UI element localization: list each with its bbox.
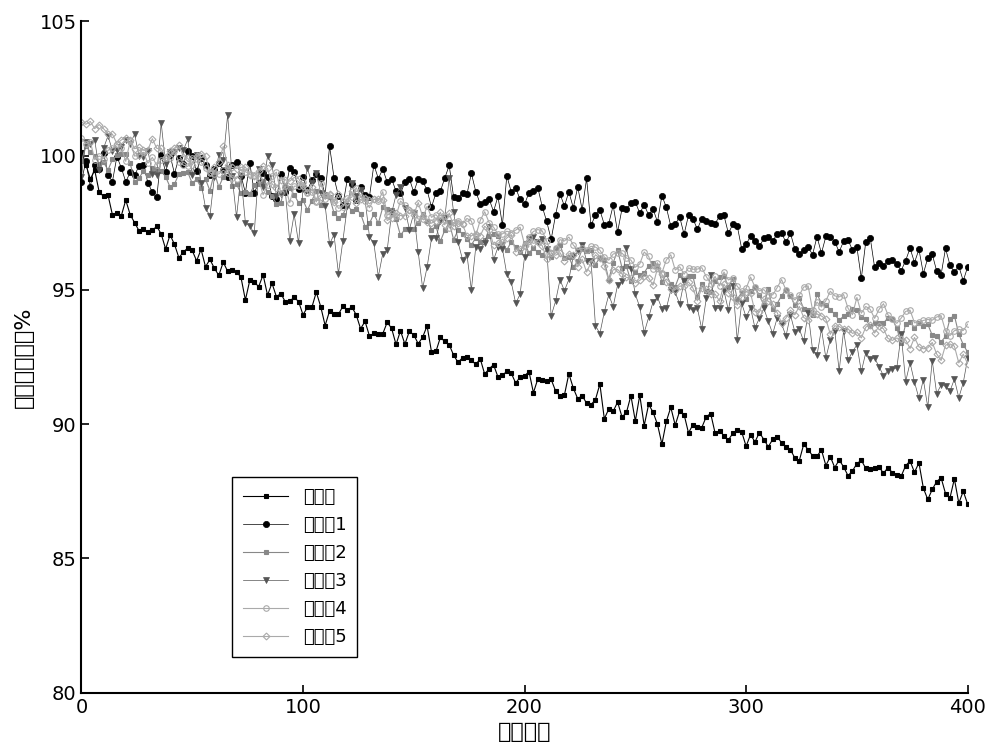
X-axis label: 循环圈数: 循环圈数 xyxy=(498,722,551,742)
实施例5 xyxy=(160,153,172,162)
实施例4 xyxy=(962,320,974,329)
实施例1 xyxy=(558,202,570,211)
实施例2 xyxy=(160,172,172,181)
实施例1 xyxy=(891,259,903,268)
对比例 xyxy=(448,351,460,360)
实施例5 xyxy=(962,359,974,368)
对比例 xyxy=(962,500,974,509)
实施例2 xyxy=(80,141,92,150)
实施例1 xyxy=(452,194,464,203)
实施例4 xyxy=(80,139,92,148)
Line: 实施例3: 实施例3 xyxy=(78,111,971,411)
实施例3 xyxy=(403,225,415,234)
实施例3 xyxy=(222,110,234,119)
实施例1 xyxy=(403,174,415,183)
实施例4 xyxy=(886,314,898,324)
Line: 实施例1: 实施例1 xyxy=(78,143,971,284)
实施例3 xyxy=(891,364,903,373)
实施例5 xyxy=(558,256,570,265)
实施例4 xyxy=(75,134,87,143)
Line: 实施例4: 实施例4 xyxy=(79,135,970,339)
实施例3 xyxy=(558,287,570,296)
实施例5 xyxy=(452,218,464,227)
实施例2 xyxy=(75,156,87,166)
实施例2 xyxy=(558,253,570,262)
实施例3 xyxy=(922,403,934,412)
Line: 对比例: 对比例 xyxy=(79,149,970,507)
对比例 xyxy=(75,147,87,156)
对比例 xyxy=(80,160,92,169)
实施例1 xyxy=(75,177,87,186)
对比例 xyxy=(399,339,411,349)
实施例3 xyxy=(80,138,92,147)
Line: 实施例2: 实施例2 xyxy=(79,143,970,355)
实施例2 xyxy=(452,225,464,234)
实施例3 xyxy=(452,237,464,246)
实施例3 xyxy=(155,119,167,128)
实施例5 xyxy=(891,333,903,342)
实施例2 xyxy=(84,147,96,156)
Y-axis label: 容量保持率／%: 容量保持率／% xyxy=(14,306,34,407)
Line: 实施例5: 实施例5 xyxy=(79,119,970,366)
Legend: 对比例, 实施例1, 实施例2, 实施例3, 实施例4, 实施例5: 对比例, 实施例1, 实施例2, 实施例3, 实施例4, 实施例5 xyxy=(232,478,357,657)
实施例2 xyxy=(403,225,415,234)
实施例4 xyxy=(944,331,956,340)
实施例4 xyxy=(399,200,411,209)
实施例1 xyxy=(957,276,969,285)
对比例 xyxy=(155,229,167,238)
实施例5 xyxy=(75,118,87,127)
实施例5 xyxy=(80,119,92,129)
实施例1 xyxy=(324,141,336,150)
实施例5 xyxy=(84,117,96,126)
实施例3 xyxy=(962,354,974,363)
对比例 xyxy=(886,468,898,477)
实施例4 xyxy=(554,235,566,244)
实施例1 xyxy=(155,150,167,160)
实施例1 xyxy=(962,262,974,271)
实施例3 xyxy=(75,172,87,181)
实施例2 xyxy=(962,348,974,357)
实施例1 xyxy=(80,156,92,166)
实施例4 xyxy=(448,218,460,227)
实施例4 xyxy=(155,156,167,165)
实施例2 xyxy=(891,324,903,333)
对比例 xyxy=(554,392,566,401)
实施例5 xyxy=(403,205,415,214)
